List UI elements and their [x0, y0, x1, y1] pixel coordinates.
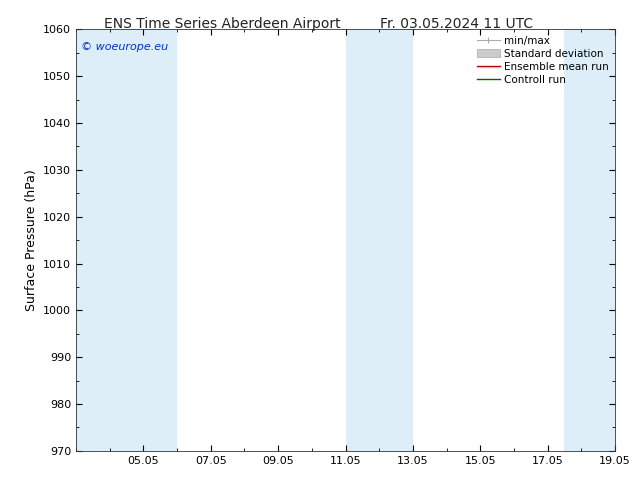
Text: Fr. 03.05.2024 11 UTC: Fr. 03.05.2024 11 UTC [380, 17, 533, 31]
Y-axis label: Surface Pressure (hPa): Surface Pressure (hPa) [25, 169, 37, 311]
Bar [564, 29, 615, 451]
Text: ENS Time Series Aberdeen Airport: ENS Time Series Aberdeen Airport [103, 17, 340, 31]
Text: © woeurope.eu: © woeurope.eu [81, 42, 169, 52]
Bar [346, 29, 413, 451]
Bar [76, 29, 177, 451]
Legend: min/max, Standard deviation, Ensemble mean run, Controll run: min/max, Standard deviation, Ensemble me… [473, 31, 613, 89]
